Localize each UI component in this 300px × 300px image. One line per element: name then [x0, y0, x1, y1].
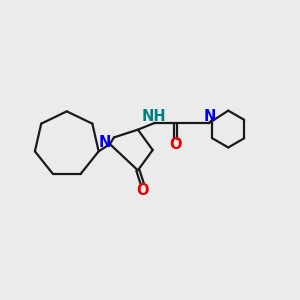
- Text: N: N: [203, 109, 216, 124]
- Text: O: O: [169, 137, 182, 152]
- Text: O: O: [136, 183, 149, 198]
- Text: NH: NH: [141, 109, 166, 124]
- Text: N: N: [98, 135, 111, 150]
